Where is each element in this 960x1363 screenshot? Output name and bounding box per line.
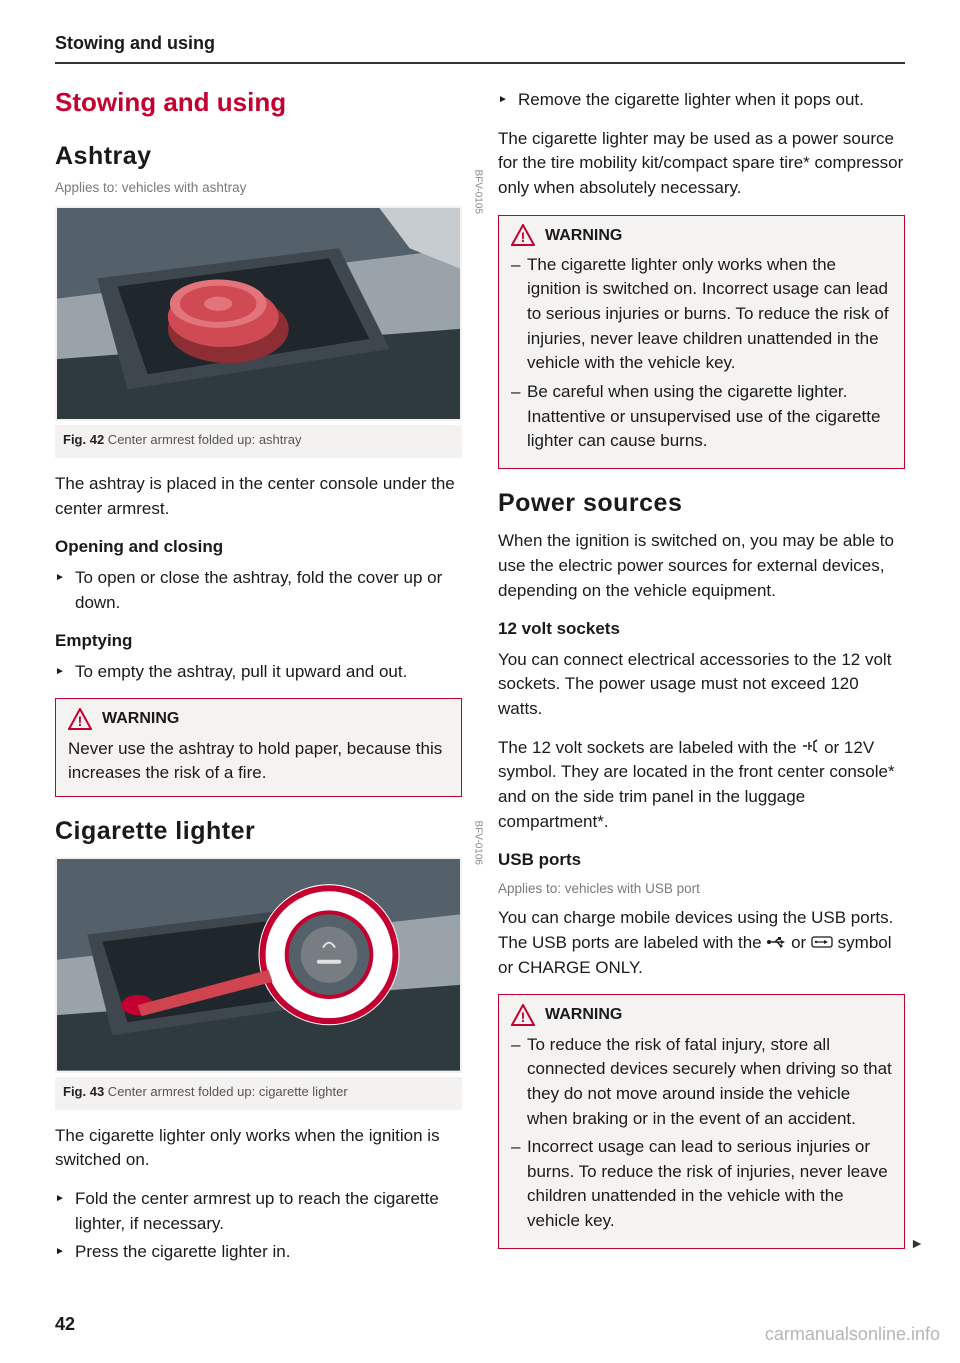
warning-icon: ! [511,224,535,246]
opening-closing-list: To open or close the ashtray, fold the c… [55,566,462,615]
figure-43-code: BFV-0106 [470,821,485,865]
warning-icon: ! [68,708,92,730]
emptying-item: To empty the ashtray, pull it upward and… [55,660,462,685]
figure-42-caption: Fig. 42 Center armrest folded up: ashtra… [55,425,462,458]
warning-power-item-2: Incorrect usage can lead to serious inju… [511,1135,892,1234]
usb-icon [766,933,786,953]
warning-power-item-1: To reduce the risk of fatal injury, stor… [511,1033,892,1132]
fig42-label: Fig. 42 [63,432,104,447]
section-title-ashtray: Ashtray [55,138,462,174]
watermark: carmanualsonline.info [765,1321,940,1347]
warning-lighter-item-1: The cigarette lighter only works when th… [511,253,892,376]
warning-ashtray-label: WARNING [102,707,179,730]
page-number: 42 [55,1311,75,1337]
page-title: Stowing and using [55,84,462,122]
running-header: Stowing and using [55,30,905,64]
right-column: Remove the cigarette lighter when it pop… [498,84,905,1279]
usb-pb: or [786,933,811,952]
figure-42-code: BFV-0105 [470,169,485,213]
emptying-title: Emptying [55,629,462,654]
fig43-label: Fig. 43 [63,1084,104,1099]
ashtray-illustration [57,208,460,420]
lighter-step-1: Fold the center armrest up to reach the … [55,1187,462,1236]
warning-icon: ! [511,1004,535,1026]
warning-power-label: WARNING [545,1003,622,1026]
svg-text:!: ! [521,1009,526,1025]
fig42-desc: Center armrest folded up: ashtray [104,432,301,447]
section-title-power: Power sources [498,485,905,521]
applies-ashtray: Applies to: vehicles with ashtray [55,178,462,198]
content-columns: Stowing and using Ashtray Applies to: ve… [55,84,905,1279]
warning-lighter: ! WARNING The cigarette lighter only wor… [498,215,905,469]
left-column: Stowing and using Ashtray Applies to: ve… [55,84,462,1279]
figure-43-caption: Fig. 43 Center armrest folded up: cigare… [55,1077,462,1110]
lighter-steps: Fold the center armrest up to reach the … [55,1187,462,1265]
usb-p: You can charge mobile devices using the … [498,906,905,980]
svg-text:!: ! [521,229,526,245]
figure-43: BFV-0106 [55,857,462,1073]
applies-usb: Applies to: vehicles with USB port [498,879,905,899]
warning-power-header: ! WARNING [511,1003,892,1026]
sockets-p2: The 12 volt sockets are labeled with the… [498,736,905,835]
warning-ashtray-text: Never use the ashtray to hold paper, bec… [68,737,449,786]
opening-item: To open or close the ashtray, fold the c… [55,566,462,615]
plug-icon [801,738,819,758]
warning-lighter-items: The cigarette lighter only works when th… [511,253,892,454]
warning-lighter-label: WARNING [545,224,622,247]
usb-box-icon [811,933,833,953]
warning-power-items: To reduce the risk of fatal injury, stor… [511,1033,892,1234]
ashtray-intro: The ashtray is placed in the center cons… [55,472,462,521]
warning-power: ! WARNING To reduce the risk of fatal in… [498,994,905,1248]
fig43-desc: Center armrest folded up: cigarette ligh… [104,1084,348,1099]
sockets-title: 12 volt sockets [498,617,905,642]
warning-lighter-header: ! WARNING [511,224,892,247]
emptying-list: To empty the ashtray, pull it upward and… [55,660,462,685]
lighter-step-2: Press the cigarette lighter in. [55,1240,462,1265]
warning-ashtray-header: ! WARNING [68,707,449,730]
continue-arrow-icon: ► [910,1233,924,1253]
lighter-power-note: The cigarette lighter may be used as a p… [498,127,905,201]
usb-title: USB ports [498,848,905,873]
svg-text:!: ! [78,713,83,729]
sockets-p1: You can connect electrical accessories t… [498,648,905,722]
lighter-illustration [57,859,460,1071]
opening-closing-title: Opening and closing [55,535,462,560]
section-title-lighter: Cigarette lighter [55,813,462,849]
power-intro: When the ignition is switched on, you ma… [498,529,905,603]
figure-42: BFV-0105 [55,206,462,422]
warning-ashtray: ! WARNING Never use the ashtray to hold … [55,698,462,796]
lighter-intro: The cigarette lighter only works when th… [55,1124,462,1173]
sockets-p2a: The 12 volt sockets are labeled with the [498,738,801,757]
warning-lighter-item-2: Be careful when using the cigarette ligh… [511,380,892,454]
lighter-remove-item: Remove the cigarette lighter when it pop… [498,88,905,113]
lighter-remove-list: Remove the cigarette lighter when it pop… [498,88,905,113]
